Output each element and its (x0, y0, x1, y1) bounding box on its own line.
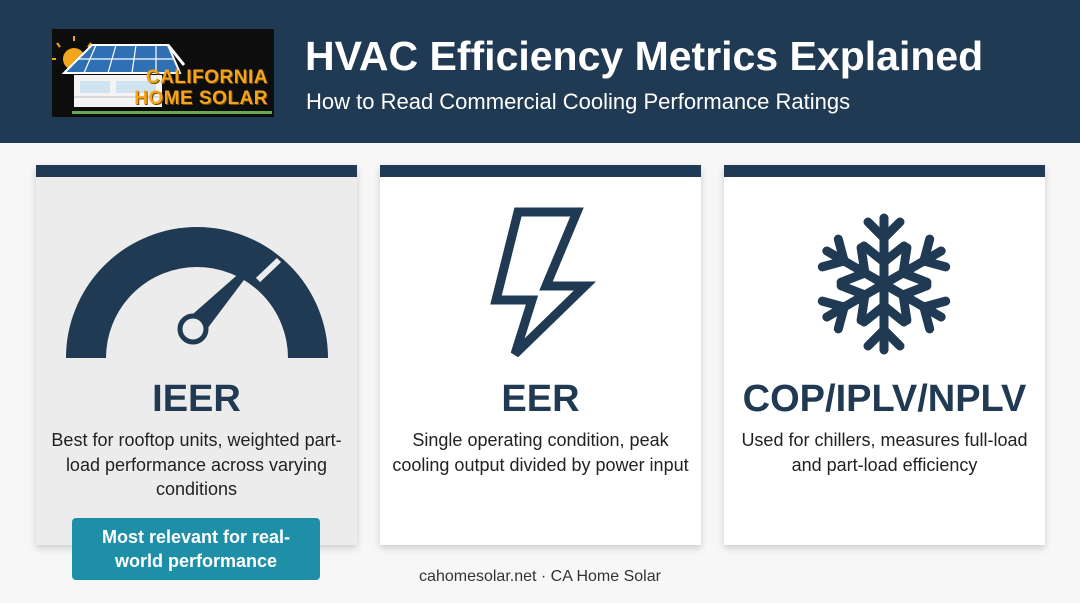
footer-credit: cahomesolar.net · CA Home Solar (419, 568, 661, 585)
metric-title: COP/IPLV/NPLV (742, 378, 1027, 420)
lightning-bolt-icon (380, 190, 701, 380)
metric-title: EER (501, 378, 580, 420)
metric-card-cop-iplv-nplv: COP/IPLV/NPLV Used for chillers, measure… (724, 165, 1045, 545)
most-relevant-badge: Most relevant for real-world performance (72, 518, 320, 580)
snowflake-icon (724, 190, 1045, 380)
page-title: HVAC Efficiency Metrics Explained (305, 33, 984, 79)
logo-text-line1: CALIFORNIA (145, 67, 268, 88)
california-home-solar-logo: CALIFORNIA HOME SOLAR (52, 29, 274, 117)
metric-description: Single operating condition, peak cooling… (392, 430, 689, 475)
page-subtitle: How to Read Commercial Cooling Performan… (306, 89, 851, 114)
metric-card-eer: EER Single operating condition, peak coo… (380, 165, 701, 545)
header-banner: CALIFORNIA HOME SOLAR HVAC Efficiency Me… (0, 0, 1080, 143)
card-top-bar (380, 165, 701, 177)
metric-description: Used for chillers, measures full-load an… (741, 430, 1028, 475)
metric-card-ieer: IEER Best for rooftop units, weighted pa… (36, 165, 357, 545)
metric-title: IEER (152, 378, 241, 420)
card-top-bar (724, 165, 1045, 177)
metric-description: Best for rooftop units, weighted part-lo… (51, 430, 342, 499)
solar-house-icon (52, 36, 272, 114)
card-top-bar (36, 165, 357, 177)
logo-text-line2: HOME SOLAR (134, 88, 268, 109)
gauge-icon (36, 190, 357, 380)
